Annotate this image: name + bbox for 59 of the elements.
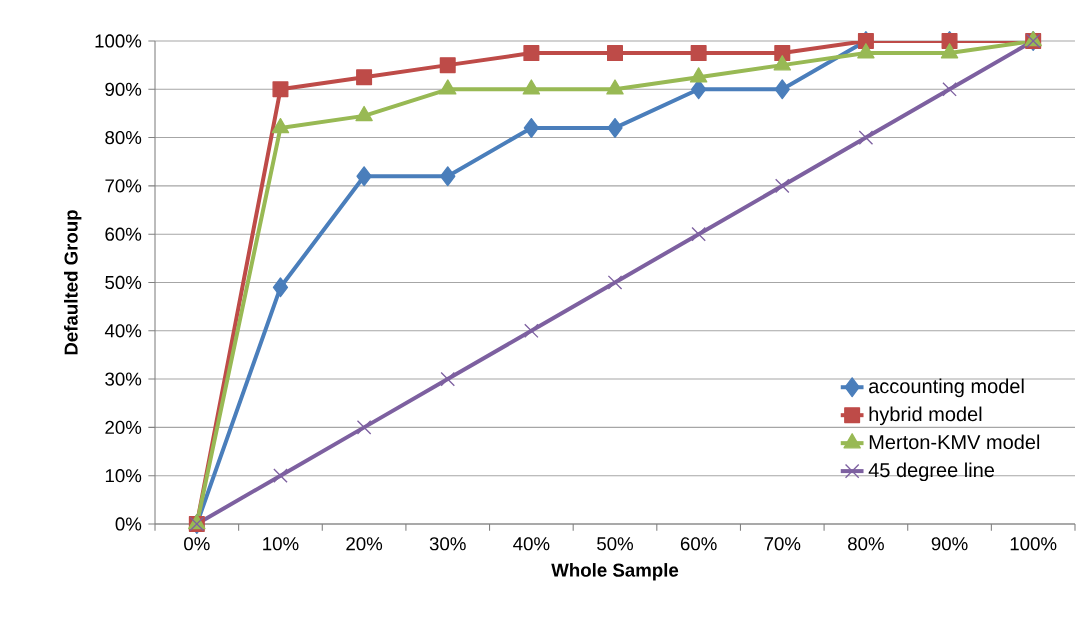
point <box>775 178 790 194</box>
point <box>857 43 875 59</box>
x-tick-label: 70% <box>764 537 801 551</box>
y-axis-title: Defaulted Group <box>64 210 82 355</box>
x-tick-label: 0% <box>184 537 210 551</box>
point <box>273 468 288 483</box>
point <box>440 371 455 387</box>
point <box>272 277 289 298</box>
y-tick-label: 30% <box>105 372 142 386</box>
point <box>607 45 624 62</box>
x-tick-label: 60% <box>680 537 717 551</box>
x-tick-label: 30% <box>429 537 466 551</box>
point <box>523 117 540 138</box>
point <box>940 43 959 59</box>
point <box>858 130 874 145</box>
point <box>524 323 539 339</box>
point <box>440 166 456 187</box>
y-tick-label: 90% <box>105 82 142 96</box>
x-tick-label: 80% <box>848 537 884 551</box>
point <box>439 57 456 74</box>
point <box>607 117 623 138</box>
legend-label: accounting model <box>869 378 1024 398</box>
point <box>438 79 457 95</box>
y-tick-label: 70% <box>105 179 142 193</box>
point <box>774 45 791 62</box>
point <box>356 420 372 435</box>
point <box>689 67 708 83</box>
y-tick-label: 20% <box>105 420 142 434</box>
point <box>607 275 623 290</box>
legend-label: Merton-KMV model <box>869 434 1040 450</box>
point <box>774 79 790 100</box>
point <box>355 105 373 122</box>
point <box>356 166 372 187</box>
y-tick-label: 40% <box>104 324 142 338</box>
x-tick-label: 100% <box>1010 537 1057 551</box>
y-tick-label: 80% <box>105 130 142 145</box>
point <box>691 226 706 242</box>
y-tick-label: 10% <box>105 469 142 483</box>
legend-label: 45 degree line <box>868 462 995 482</box>
y-tick-label: 100% <box>95 34 142 48</box>
point <box>522 79 541 95</box>
y-tick-label: 0% <box>115 517 142 531</box>
point <box>942 82 957 97</box>
y-tick-label: 50% <box>105 275 142 290</box>
x-tick-label: 90% <box>931 537 968 551</box>
x-tick-label: 50% <box>597 537 634 551</box>
point <box>773 55 792 71</box>
legend-label: hybrid model <box>869 406 982 426</box>
point <box>272 81 289 98</box>
x-axis-title: Whole Sample <box>551 563 679 581</box>
x-tick-label: 10% <box>263 537 299 551</box>
x-tick-label: 20% <box>346 537 383 551</box>
point <box>271 117 290 134</box>
point <box>523 45 540 62</box>
point <box>690 45 707 62</box>
point <box>606 79 624 95</box>
y-tick-label: 60% <box>105 227 142 241</box>
point <box>356 69 373 86</box>
x-tick-label: 40% <box>513 537 550 551</box>
